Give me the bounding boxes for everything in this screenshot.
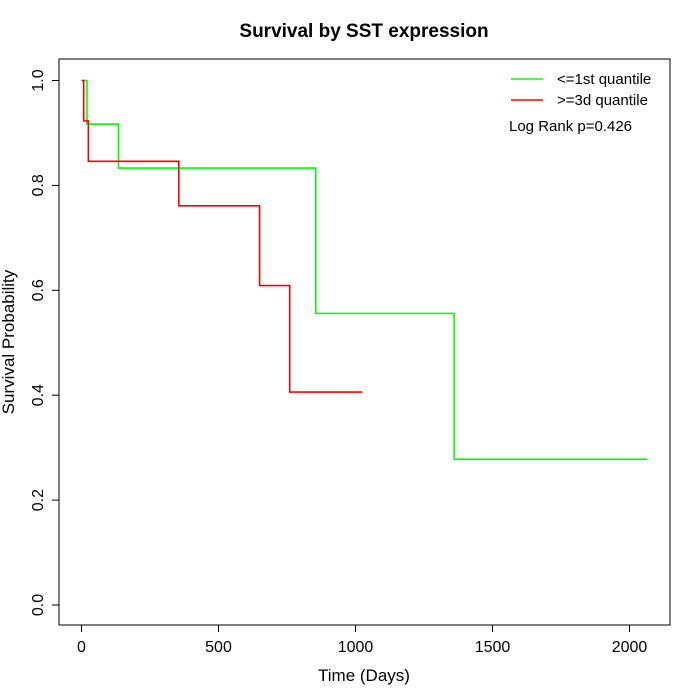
series-line-2: [81, 79, 363, 393]
y-axis: 0.0 0.2 0.4 0.6 0.8 1.0: [30, 69, 60, 616]
x-axis: 0 500 1000 1500 2000: [77, 624, 648, 656]
legend-label: >=3d quantile: [557, 92, 648, 109]
y-tick-label: 0.0: [30, 594, 47, 616]
x-tick-label: 0: [77, 639, 86, 656]
x-tick-label: 1000: [338, 639, 374, 656]
chart-title: Survival by SST expression: [239, 21, 488, 42]
x-tick-label: 2000: [612, 639, 648, 656]
y-tick-label: 0.4: [30, 384, 47, 406]
x-axis-label: Time (Days): [318, 666, 410, 685]
series-line-1: [81, 79, 648, 460]
y-tick-label: 0.8: [30, 174, 47, 196]
y-tick-label: 0.2: [30, 489, 47, 511]
y-axis-label: Survival Probability: [0, 269, 18, 414]
log-rank-annotation: Log Rank p=0.426: [509, 118, 632, 135]
series-layer: [81, 79, 648, 460]
x-tick-label: 1500: [475, 639, 511, 656]
legend-label: <=1st quantile: [557, 71, 651, 88]
y-tick-label: 0.6: [30, 279, 47, 301]
x-tick-label: 500: [205, 639, 232, 656]
y-tick-label: 1.0: [30, 69, 47, 91]
plot-frame: [58, 58, 671, 626]
legend: <=1st quantile >=3d quantile: [511, 71, 651, 109]
